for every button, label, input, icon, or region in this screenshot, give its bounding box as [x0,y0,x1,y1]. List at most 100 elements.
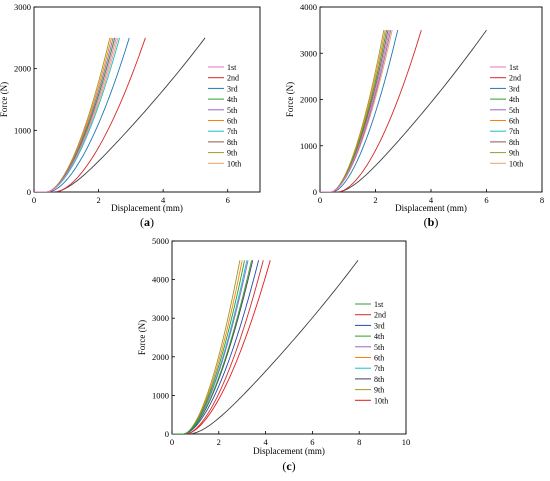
y-axis-title: Force (N) [0,82,9,117]
series-line-1st [172,260,245,434]
x-axis-title: Displacement (mm) [395,203,467,213]
panel-label-open: ( [140,215,144,229]
series-line-9th [34,37,111,192]
series-line-unlabeled [34,37,206,192]
y-tick-label: 4000 [152,275,169,285]
legend-label: 1st [227,63,237,72]
legend-label: 9th [227,149,237,158]
x-tick-label: 6 [310,437,314,447]
panel-label: (c) [282,459,295,473]
x-tick-label: 6 [484,195,488,205]
legend-label: 6th [227,117,237,126]
plot-frame [171,240,407,435]
series-line-7th [172,260,248,434]
x-axis-title: Displacement (mm) [253,446,325,456]
series-line-9th [320,30,385,192]
series-line-1st [34,37,117,192]
x-tick-label: 2 [373,195,377,205]
series-line-3rd [34,37,130,192]
legend-label: 8th [374,375,384,384]
series-line-3rd [320,30,399,192]
panel-label: (b) [424,215,439,229]
series-line-2nd [320,29,422,192]
legend-label: 3rd [374,321,385,330]
x-tick-label: 4 [161,195,166,205]
panel-label-letter: a [144,215,150,229]
series-group [34,37,206,192]
series-line-unlabeled [172,260,359,434]
y-axis-title: Force (N) [285,82,295,117]
legend-label: 4th [509,95,519,104]
series-line-4th [172,260,252,434]
legend-label: 7th [374,364,384,373]
legend-label: 5th [374,343,384,352]
legend-label: 10th [509,159,523,168]
panel-label-open: ( [424,215,428,229]
x-tick-label: 0 [32,195,36,205]
legend-label: 3rd [227,84,238,93]
panel-label-open: ( [282,459,286,473]
series-line-6th [172,260,243,434]
legend-label: 6th [374,354,384,363]
panel-label-letter: b [428,215,435,229]
y-tick-label: 1000 [152,390,169,400]
legend-label: 4th [374,332,384,341]
x-tick-label: 6 [226,195,230,205]
legend-label: 5th [509,106,519,115]
chart-panel-c: 0 2 4 6 8 10 0 1000 2000 3000 4000 5000 Displacement… [137,236,410,473]
x-axis-title: Displacement (mm) [111,203,183,213]
y-tick-label: 2000 [300,95,317,105]
legend-label: 7th [227,127,237,136]
y-tick-label: 3000 [14,2,31,12]
legend-label: 8th [227,138,237,147]
series-group [172,260,359,434]
legend-label: 2nd [374,311,386,320]
legend-label: 10th [374,396,388,405]
legend-label: 8th [509,138,519,147]
x-tick-label: 4 [263,437,268,447]
legend-label: 9th [509,149,519,158]
legend-label: 9th [374,386,384,395]
legend-label: 2nd [509,74,521,83]
x-tick-label: 2 [96,195,100,205]
panel-label: (a) [140,215,154,229]
y-tick-label: 5000 [152,236,169,246]
x-tick-label: 10 [402,437,411,447]
panel-label-close: ) [434,215,438,229]
legend-label: 1st [374,300,384,309]
panel-label-letter: c [286,459,292,473]
x-tick-label: 8 [540,195,544,205]
y-tick-label: 2000 [14,64,31,74]
chart-panel-b: 0 2 4 6 8 0 1000 2000 3000 4000 Displacement (mm) F… [285,2,544,229]
panel-label-close: ) [292,459,296,473]
x-tick-label: 8 [357,437,361,447]
series-line-8th [172,260,254,434]
series-line-2nd [34,37,146,192]
legend-label: 3rd [509,84,520,93]
legend-label: 4th [227,95,237,104]
x-tick-label: 0 [318,195,322,205]
x-tick-label: 0 [170,437,174,447]
y-tick-label: 1000 [14,125,31,135]
x-tick-label: 2 [217,437,221,447]
legend-label: 6th [509,117,519,126]
series-line-4th [320,30,388,192]
legend-label: 1st [509,63,519,72]
chart-panel-a: 0 2 4 6 0 1000 2000 3000 Displacement (mm) Force … [0,2,261,229]
panel-label-close: ) [150,215,154,229]
y-tick-label: 1000 [300,141,317,151]
series-line-unlabeled [320,29,487,192]
y-tick-label: 0 [313,187,317,197]
legend-label: 10th [227,159,241,168]
legend-label: 2nd [227,74,239,83]
series-line-6th [34,37,112,192]
series-group [320,29,487,192]
y-tick-label: 3000 [152,313,169,323]
series-line-10th [172,260,271,434]
series-line-1st [320,30,390,192]
x-tick-label: 4 [429,195,434,205]
series-line-3rd [172,260,260,434]
